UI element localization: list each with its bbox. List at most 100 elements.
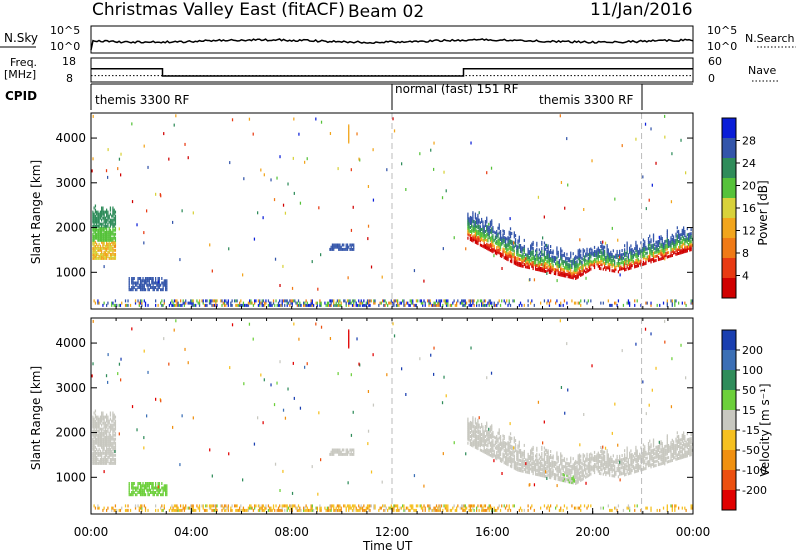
power-cell xyxy=(103,228,105,232)
power-cell xyxy=(96,212,98,216)
power-cell xyxy=(537,260,539,264)
power-cell xyxy=(127,299,129,303)
power-cell xyxy=(356,132,358,136)
velocity-cell xyxy=(102,461,104,465)
velocity-cell xyxy=(114,504,117,508)
power-cell xyxy=(429,301,431,305)
power-cell xyxy=(320,120,323,124)
power-cell xyxy=(578,250,581,254)
power-cell xyxy=(269,303,271,307)
velocity-cell xyxy=(488,441,490,445)
power-cell xyxy=(346,245,349,249)
velocity-cell xyxy=(153,486,155,490)
velocity-cell xyxy=(94,425,97,429)
power-cell xyxy=(629,303,631,307)
power-colorbar-tick-label: 24 xyxy=(742,157,756,170)
velocity-cell xyxy=(622,461,625,465)
power-cell xyxy=(588,248,591,252)
power-cell xyxy=(306,301,308,305)
power-cell xyxy=(163,299,165,303)
velocity-cell xyxy=(98,417,100,421)
velocity-cell xyxy=(685,450,687,454)
power-cell xyxy=(601,247,603,251)
velocity-cell xyxy=(526,462,528,466)
power-cell xyxy=(625,251,627,255)
power-cell xyxy=(535,259,537,263)
velocity-cell xyxy=(580,454,582,458)
velocity-cell xyxy=(517,462,519,466)
power-cell xyxy=(631,258,633,262)
velocity-cell xyxy=(567,470,569,474)
velocity-cell xyxy=(548,465,551,469)
velocity-cell xyxy=(570,460,572,464)
power-cell xyxy=(488,226,490,229)
power-cell xyxy=(494,231,497,235)
velocity-cell xyxy=(98,425,100,429)
velocity-cell xyxy=(527,466,529,470)
velocity-cell xyxy=(645,452,647,456)
velocity-cell xyxy=(683,431,685,435)
power-cell xyxy=(326,301,329,305)
velocity-cell xyxy=(104,449,107,453)
velocity-cell xyxy=(503,445,505,449)
velocity-cell xyxy=(161,504,163,508)
velocity-cell xyxy=(517,454,519,458)
power-cell xyxy=(112,240,114,244)
power-cell xyxy=(528,258,530,262)
power-cell xyxy=(483,303,485,307)
velocity-cell xyxy=(94,409,97,413)
power-cell xyxy=(348,124,350,128)
power-cell xyxy=(498,225,500,229)
power-cell xyxy=(107,175,109,179)
velocity-cell xyxy=(543,468,546,472)
power-cell xyxy=(476,233,478,237)
velocity-cell xyxy=(598,471,601,475)
velocity-cell xyxy=(472,434,474,438)
velocity-cell xyxy=(112,435,114,439)
power-cell xyxy=(521,250,523,254)
power-cell xyxy=(96,252,98,256)
velocity-cell xyxy=(655,459,657,463)
velocity-cell xyxy=(521,459,523,463)
power-cell xyxy=(488,299,490,303)
velocity-cell xyxy=(92,445,94,449)
velocity-cell xyxy=(642,461,645,465)
velocity-cell xyxy=(561,472,563,476)
velocity-cell xyxy=(688,443,690,447)
power-cell xyxy=(674,303,676,307)
power-cell xyxy=(474,214,477,218)
power-cell xyxy=(511,246,513,250)
power-cell xyxy=(96,220,98,224)
power-cell xyxy=(395,299,398,303)
velocity-cell xyxy=(557,459,559,463)
power-cell xyxy=(555,268,557,272)
velocity-cell xyxy=(116,508,118,512)
power-cell xyxy=(525,257,527,261)
velocity-cell xyxy=(629,455,631,459)
power-cell xyxy=(615,255,617,259)
power-cell xyxy=(146,209,148,213)
power-cell xyxy=(566,266,568,270)
power-cell xyxy=(246,303,248,307)
power-cell xyxy=(597,246,599,250)
velocity-cell xyxy=(499,451,502,455)
power-cell xyxy=(481,301,483,305)
velocity-cell xyxy=(516,461,518,465)
power-cell xyxy=(295,301,297,305)
power-cell xyxy=(604,253,606,257)
power-cell xyxy=(531,252,533,256)
power-cell xyxy=(507,254,509,258)
power-cell xyxy=(294,299,296,303)
velocity-cell xyxy=(621,460,623,464)
velocity-cell xyxy=(561,458,563,462)
velocity-cell xyxy=(595,457,597,461)
velocity-cell xyxy=(506,442,508,446)
power-colorbar-swatch xyxy=(722,218,736,239)
velocity-cell xyxy=(533,464,535,468)
velocity-cell xyxy=(595,463,597,467)
power-cell xyxy=(324,301,326,305)
power-cell xyxy=(602,257,604,261)
power-cell xyxy=(614,265,616,269)
velocity-cell xyxy=(99,441,102,445)
power-cell xyxy=(486,228,488,232)
